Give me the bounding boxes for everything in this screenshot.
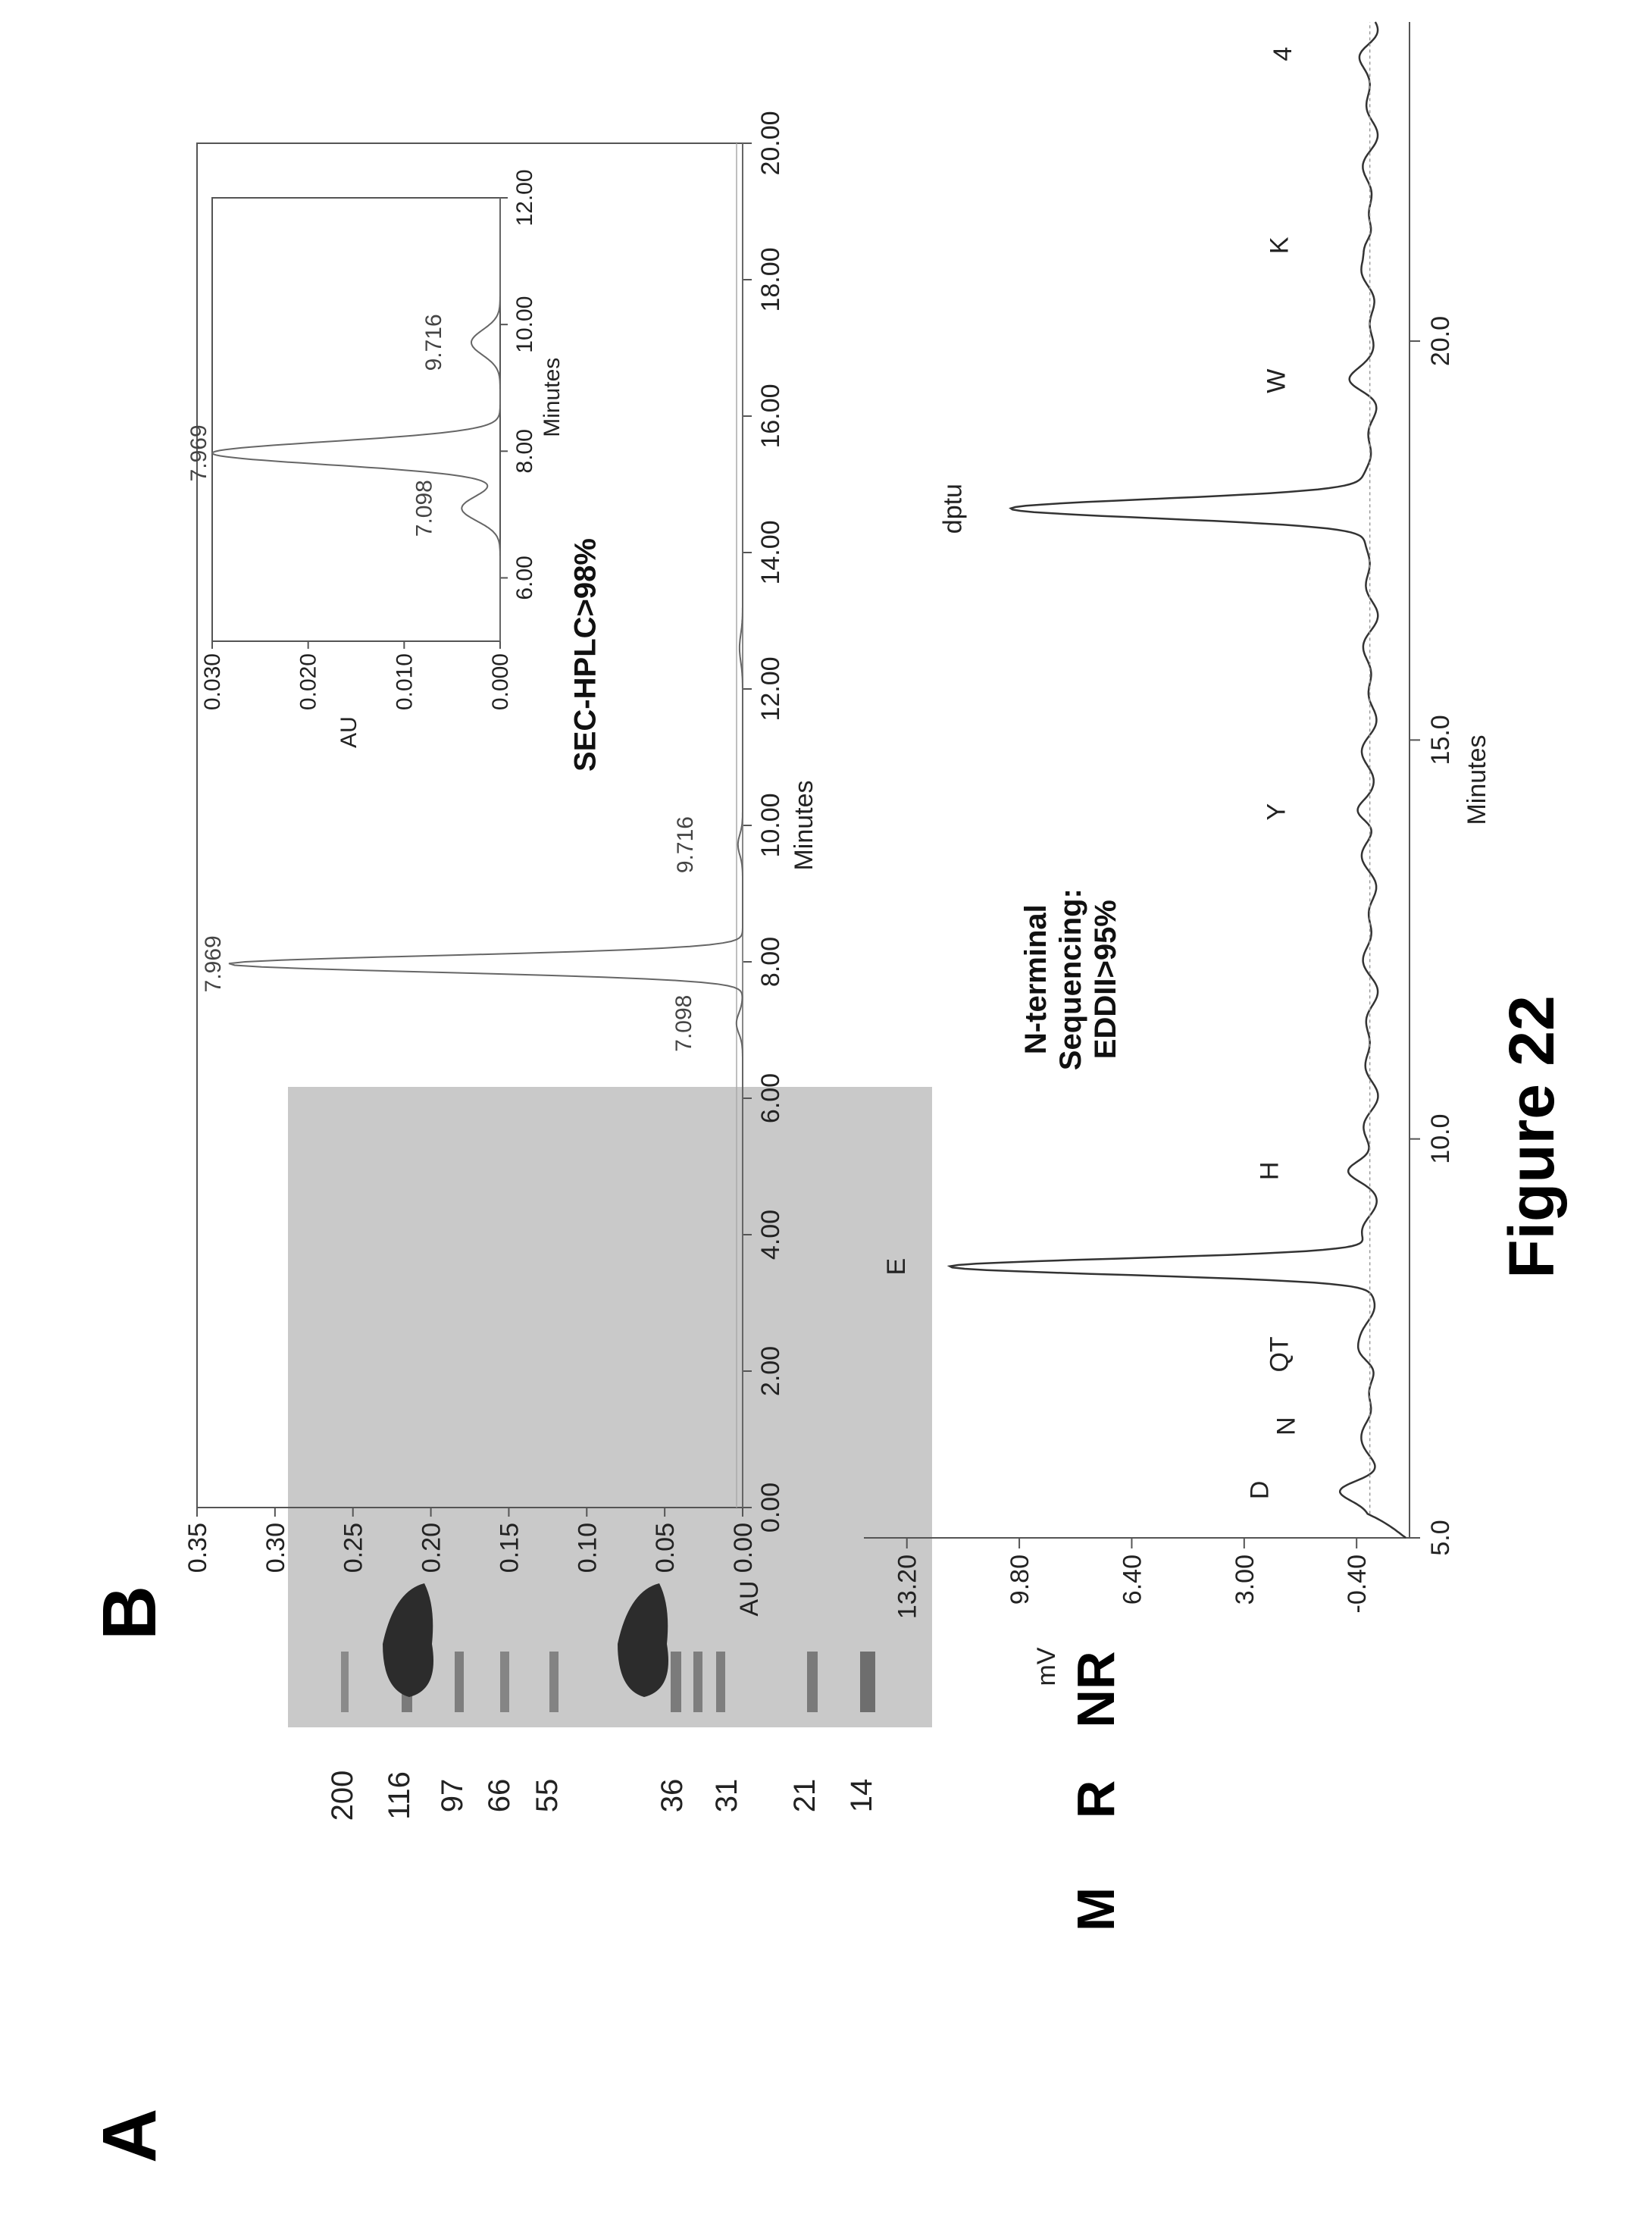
sec-y-tick-label: 0.30: [261, 1523, 290, 1573]
nterm-peak-label: QT: [1266, 1336, 1294, 1372]
sec-x-tick-label: 12.00: [756, 656, 785, 721]
sec-inset-y-tick-label: 0.000: [488, 653, 513, 710]
nterm-peak-label: 4: [1269, 47, 1297, 61]
lane-label-m: M: [1066, 1887, 1125, 1931]
panel-b: B: [87, 1586, 172, 1640]
sec-y-tick-label: 0.35: [183, 1523, 212, 1573]
sec-x-tick-label: 14.00: [756, 520, 785, 584]
sec-peak-label: 7.969: [201, 935, 226, 992]
sec-inset-y-axis-label: AU: [336, 716, 361, 748]
sec-inset-y-tick-label: 0.020: [296, 653, 321, 710]
sec-title: SEC-HPLC>98%: [569, 538, 602, 772]
sec-x-tick-label: 16.00: [756, 384, 785, 448]
sec-x-tick-label: 4.00: [756, 1210, 785, 1260]
lane-label-r: R: [1066, 1780, 1125, 1819]
sec-y-tick-label: 0.00: [729, 1523, 758, 1573]
sec-y-axis-label: AU: [735, 1580, 764, 1616]
nterm-x-tick-label: 20.0: [1426, 316, 1455, 366]
sec-peak-label: 7.098: [671, 995, 696, 1052]
mw-marker-36: 36: [655, 1779, 689, 1813]
nterm-title-line: EDDII>95%: [1089, 900, 1122, 1059]
sec-peak-label: 9.716: [673, 816, 698, 873]
nterm-y-tick-label: 3.00: [1231, 1555, 1259, 1605]
sec-y-tick-label: 0.15: [495, 1523, 524, 1573]
sec-x-tick-label: 0.00: [756, 1483, 785, 1533]
nterm-y-tick-label: 13.20: [893, 1555, 922, 1619]
nterm-title-line: N-terminal: [1019, 904, 1053, 1054]
mw-marker-97: 97: [436, 1779, 469, 1813]
n-terminal-sequencing-chart: 5.0 10.0 15.0 20.0 -0.40 3.00 6.40 9.80 13.20 Min…: [864, 22, 1491, 1686]
nterm-x-tick-label: 5.0: [1426, 1520, 1455, 1555]
panel-a-letter: A: [87, 2109, 172, 2163]
sec-inset-frame: [212, 198, 500, 641]
nterm-x-tick-label: 10.0: [1426, 1114, 1455, 1164]
mw-marker-55: 55: [530, 1779, 564, 1813]
mw-marker-14: 14: [845, 1779, 878, 1813]
nterm-x-tick-label: 15.0: [1426, 715, 1455, 765]
nterm-peak-label: W: [1262, 369, 1291, 393]
sec-y-tick-label: 0.20: [418, 1523, 446, 1573]
sec-y-tick-label: 0.10: [573, 1523, 602, 1573]
sec-x-tick-label: 2.00: [756, 1346, 785, 1396]
mw-marker-200: 200: [326, 1771, 359, 1821]
sec-inset-peak-label: 9.716: [421, 314, 446, 371]
nterm-y-axis-label: mV: [1032, 1647, 1061, 1686]
sec-y-tick-label: 0.05: [651, 1523, 680, 1573]
nterm-peak-label: dptu: [938, 484, 967, 534]
mw-marker-21: 21: [788, 1779, 821, 1813]
mw-marker-66: 66: [483, 1779, 516, 1813]
nterm-y-tick-label: -0.40: [1343, 1555, 1372, 1614]
panel-b-letter: B: [87, 1586, 172, 1640]
sec-x-tick-label: 6.00: [756, 1073, 785, 1123]
nterm-x-axis-label: Minutes: [1463, 734, 1491, 825]
sec-inset-x-tick-label: 12.00: [512, 169, 537, 226]
figure-title: Figure 22: [1496, 995, 1567, 1278]
sec-inset-x-tick-label: 8.00: [512, 429, 537, 473]
sec-x-tick-label: 10.00: [756, 793, 785, 857]
nterm-peak-label: H: [1256, 1162, 1284, 1181]
nterm-peak-label: E: [882, 1258, 911, 1276]
nterm-trace: [950, 22, 1406, 1538]
nterm-peak-label: N: [1272, 1417, 1300, 1436]
sec-inset-y-tick-label: 0.010: [392, 653, 417, 710]
nterm-title-line: Sequencing:: [1054, 888, 1087, 1070]
sec-x-axis-label: Minutes: [790, 780, 818, 870]
sec-inset-peak-label: 7.098: [411, 480, 436, 537]
nterm-y-tick-label: 9.80: [1006, 1555, 1034, 1605]
sec-inset-peak-label: 7.969: [186, 424, 211, 481]
sec-x-tick-label: 18.00: [756, 247, 785, 312]
sec-x-tick-label: 20.00: [756, 111, 785, 175]
sec-inset-y-tick-label: 0.030: [200, 653, 225, 710]
nterm-y-tick-label: 6.40: [1118, 1555, 1147, 1605]
sec-inset-x-tick-label: 10.00: [512, 296, 537, 353]
mw-marker-labels: 200 116 97 66 55 36 31 21 14: [326, 1771, 878, 1821]
nterm-peak-label: D: [1245, 1481, 1274, 1500]
mw-marker-31: 31: [710, 1779, 743, 1813]
panel-a: A 200 116 97 66 55 36 31 21 14: [87, 1087, 1125, 2163]
sec-inset-x-tick-label: 6.00: [512, 556, 537, 600]
nterm-peak-label: K: [1266, 236, 1294, 254]
lane-label-nr: NR: [1066, 1651, 1125, 1727]
sec-inset-x-axis-label: Minutes: [540, 358, 565, 437]
gel-image: [288, 1087, 932, 1727]
mw-marker-116: 116: [383, 1771, 416, 1820]
nterm-peak-label: Y: [1262, 803, 1291, 821]
sec-x-tick-label: 8.00: [756, 937, 785, 987]
sec-y-tick-label: 0.25: [339, 1523, 368, 1573]
